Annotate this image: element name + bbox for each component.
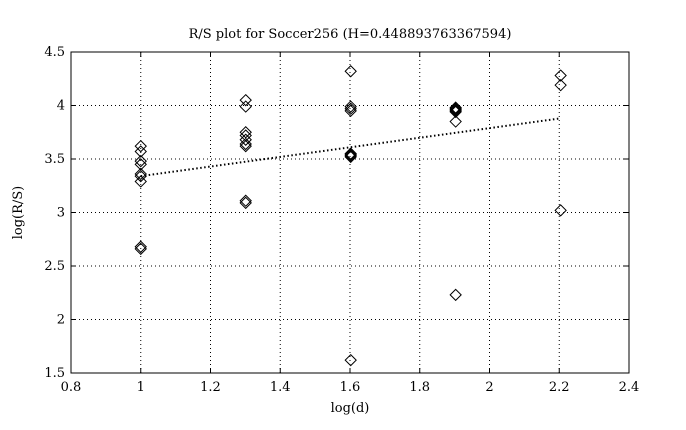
y-tick-label: 3	[57, 206, 65, 221]
y-tick-label: 2.5	[44, 259, 65, 274]
data-point-diamond	[449, 105, 462, 119]
grid-lines	[71, 52, 629, 373]
data-point-diamond	[344, 100, 357, 113]
data-point-diamond	[239, 93, 252, 107]
data-point-diamond	[344, 353, 357, 367]
data-point-diamond	[239, 100, 252, 113]
data-point-diamond	[239, 126, 252, 139]
data-point-diamond	[239, 194, 252, 207]
x-tick-label: 2.2	[549, 380, 570, 395]
data-point-diamond	[239, 139, 252, 153]
data-point-diamond	[134, 167, 147, 181]
data-point-diamond	[344, 104, 357, 118]
data-point-diamond	[239, 133, 252, 146]
data-point-diamond	[344, 149, 357, 162]
x-tick-label: 2	[485, 380, 493, 395]
x-axis-title: log(d)	[331, 401, 370, 416]
data-point-diamond	[239, 129, 252, 142]
data-point-diamond	[134, 242, 147, 256]
data-point-diamond	[449, 101, 462, 114]
data-point-diamond	[134, 240, 147, 253]
data-point-diamond	[344, 147, 357, 160]
y-tick-label: 3.5	[44, 152, 65, 167]
data-point-diamond	[344, 102, 357, 115]
y-tick-label: 4.5	[44, 45, 65, 60]
data-point-diamond	[449, 102, 462, 115]
x-tick-label: 1.2	[200, 380, 221, 395]
data-point-diamond	[554, 204, 567, 217]
data-point-diamond	[449, 103, 462, 116]
data-point-diamond	[134, 145, 147, 158]
x-tick-label: 0.8	[61, 380, 82, 395]
data-point-diamond	[134, 175, 147, 188]
data-point-diamond	[449, 288, 462, 302]
axis-ticks	[70, 51, 630, 374]
data-point-diamond	[449, 115, 462, 128]
data-point-diamond	[554, 69, 567, 82]
y-tick-label: 1.5	[44, 366, 65, 381]
data-point-diamond	[239, 196, 252, 210]
x-tick-label: 1.6	[340, 380, 361, 395]
data-point-diamond	[239, 137, 252, 151]
y-tick-label: 2	[57, 313, 65, 328]
y-axis-title: log(R/S)	[11, 186, 26, 240]
tick-labels: 0.8 1 1.2 1.4 1.6 1.8 2 2.2 2.4 1.5 2 2.5 3 3.5 4 4.5	[44, 45, 639, 395]
data-point-diamond	[134, 169, 147, 183]
data-point-diamond	[344, 65, 357, 78]
x-tick-label: 1	[137, 380, 145, 395]
data-point-diamond	[134, 154, 147, 168]
chart-title: R/S plot for Soccer256 (H=0.448893763367…	[189, 27, 512, 42]
data-point-diamond	[134, 139, 147, 153]
data-points	[134, 65, 567, 367]
y-tick-label: 4	[57, 99, 65, 114]
x-tick-label: 2.4	[619, 380, 640, 395]
data-point-diamond	[344, 148, 357, 161]
x-tick-label: 1.8	[409, 380, 430, 395]
data-point-diamond	[554, 78, 567, 92]
fit-line	[140, 117, 561, 178]
data-point-diamond	[344, 150, 357, 164]
data-point-diamond	[134, 158, 147, 171]
x-tick-label: 1.4	[270, 380, 291, 395]
